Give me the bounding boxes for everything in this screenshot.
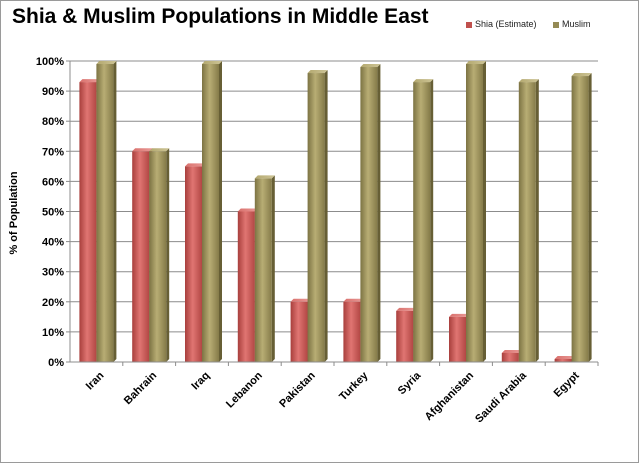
bar-top: [202, 61, 222, 65]
bar-muslim-iran: [96, 61, 117, 362]
bar-face: [185, 166, 202, 362]
bar-face: [254, 178, 272, 362]
bar-face: [290, 301, 308, 362]
legend: Shia (Estimate) Muslim: [466, 19, 605, 29]
bar-top: [290, 298, 311, 302]
y-tick-label: 80%: [42, 116, 64, 128]
y-tick-label: 40%: [42, 237, 64, 249]
y-tick-label: 90%: [42, 86, 64, 98]
bar-face: [237, 211, 255, 362]
bar-top: [96, 61, 117, 65]
x-tick-label: Lebanon: [224, 369, 265, 410]
bar-top: [360, 64, 381, 68]
legend-label-shia: Shia (Estimate): [475, 19, 537, 29]
bar-muslim-lebanon: [254, 175, 275, 362]
x-tick-label: Iraq: [189, 370, 212, 393]
legend-swatch-shia: [466, 21, 472, 28]
x-tick-label: Bahrain: [122, 369, 160, 407]
x-tick-label: Pakistan: [277, 369, 318, 410]
x-tick-label: Iran: [84, 369, 107, 392]
bar-side: [166, 148, 170, 362]
bar-muslim-turkey: [360, 64, 381, 363]
x-tick-label: Turkey: [337, 369, 371, 403]
bar-face: [501, 352, 519, 362]
bar-face: [466, 64, 483, 362]
y-tick-label: 70%: [42, 146, 64, 158]
y-tick-label: 50%: [42, 207, 64, 219]
chart-title: Shia & Muslim Populations in Middle East: [12, 5, 429, 28]
bar-face: [396, 310, 414, 362]
bar-face: [449, 316, 466, 362]
bar-face: [307, 73, 325, 362]
bar-face: [343, 301, 361, 362]
bar-top: [554, 355, 575, 359]
bar-muslim-pakistan: [307, 70, 328, 362]
bar-muslim-egypt: [571, 73, 592, 363]
x-tick-label: Saudi Arabia: [473, 369, 529, 425]
y-tick-label: 10%: [42, 327, 64, 339]
bar-face: [79, 82, 97, 362]
bar-face: [413, 82, 431, 362]
y-tick-label: 20%: [42, 297, 64, 309]
bar-top: [343, 298, 364, 302]
y-tick-label: 60%: [42, 176, 64, 188]
bar-side: [588, 73, 592, 363]
bar-top: [571, 73, 592, 77]
bar-top: [413, 79, 434, 83]
bar-muslim-syria: [413, 79, 434, 362]
bar-shia-lebanon: [237, 208, 258, 362]
bar-face: [132, 151, 150, 362]
legend-item-muslim: Muslim: [553, 19, 591, 29]
bar-side: [483, 61, 486, 362]
legend-item-shia: Shia (Estimate): [466, 19, 537, 29]
bar-muslim-iraq: [202, 61, 222, 362]
bar-top: [396, 307, 417, 311]
y-axis-label: % of Population: [8, 171, 20, 254]
y-tick-label: 0%: [48, 357, 64, 369]
bar-face: [518, 82, 536, 362]
bar-muslim-bahrain: [149, 148, 170, 362]
x-tick-label: Egypt: [552, 369, 582, 399]
bar-muslim-saudi-arabia: [518, 79, 539, 362]
bar-face: [96, 64, 114, 362]
legend-swatch-muslim: [553, 21, 560, 28]
bar-top: [79, 79, 100, 83]
y-tick-label: 100%: [36, 56, 64, 68]
bar-top: [449, 313, 469, 317]
bar-top: [466, 61, 486, 65]
bar-face: [554, 358, 572, 362]
x-tick-label: Afghanistan: [423, 369, 477, 423]
bar-side: [271, 175, 275, 362]
bar-top: [132, 148, 153, 152]
bar-muslim-afghanistan: [466, 61, 486, 362]
bar-face: [571, 76, 589, 363]
x-tick-label: Syria: [396, 369, 424, 397]
bar-side: [430, 79, 434, 362]
bar-side: [113, 61, 117, 362]
bar-side: [535, 79, 539, 362]
bar-top: [307, 70, 328, 74]
bar-top: [254, 175, 275, 179]
bar-top: [149, 148, 170, 152]
bar-top: [237, 208, 258, 212]
bar-face: [360, 67, 378, 363]
bar-face: [202, 64, 219, 362]
bar-side: [377, 64, 381, 363]
bar-side: [324, 70, 328, 362]
bar-top: [501, 349, 522, 353]
y-tick-label: 30%: [42, 267, 64, 279]
legend-label-muslim: Muslim: [562, 19, 591, 29]
bar-top: [518, 79, 539, 83]
bar-side: [219, 61, 222, 362]
bar-top: [185, 163, 205, 167]
bar-face: [149, 151, 167, 362]
